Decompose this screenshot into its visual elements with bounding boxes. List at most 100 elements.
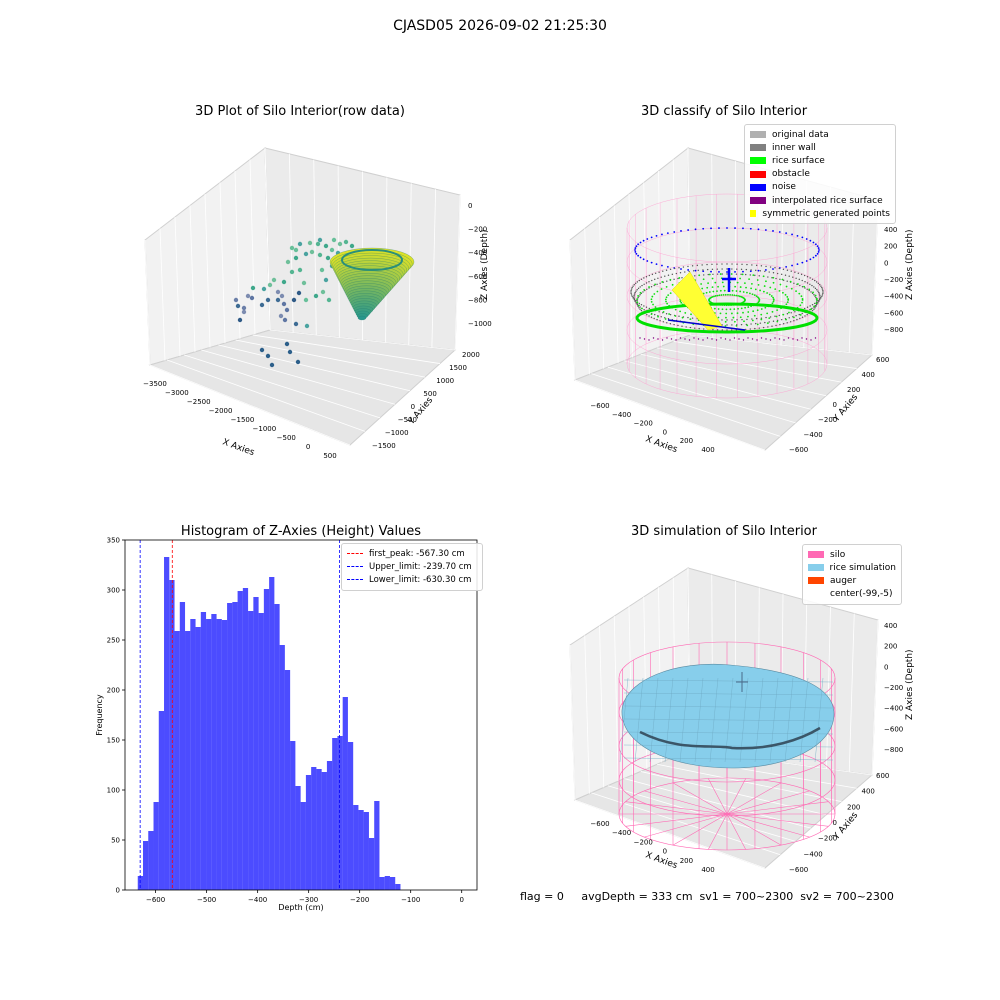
surface-mesh-line: [623, 718, 834, 722]
rice-point: [664, 298, 667, 301]
raw-point: [289, 245, 295, 251]
rice-surface-band: [635, 302, 819, 334]
rice-point: [792, 316, 795, 319]
rice-point: [731, 294, 734, 296]
wall-point: [745, 268, 748, 271]
rice-point: [799, 304, 802, 307]
wall-point: [797, 272, 800, 274]
histogram-bar: [305, 775, 312, 890]
wall-point: [634, 300, 636, 303]
noise-point: [646, 260, 649, 262]
rice-point: [689, 318, 692, 321]
wall-point: [653, 284, 655, 287]
noise-point: [666, 265, 669, 268]
wall-point: [643, 309, 645, 311]
histogram-ytick-5: 250: [107, 637, 120, 645]
rice-point: [679, 310, 682, 313]
legend-label: rice surface: [772, 155, 825, 166]
panel4-xtick-1: −400: [612, 829, 631, 837]
rice-point: [753, 314, 756, 317]
histogram-ytick-3: 150: [107, 737, 120, 745]
wall-point: [638, 302, 640, 305]
rice-point: [643, 288, 646, 291]
raw-point: [278, 313, 284, 319]
panel2-xlabel: X Axies: [644, 434, 679, 455]
interpolated-point: [756, 339, 758, 341]
wall-point: [788, 317, 790, 319]
noise-point: [817, 247, 820, 249]
rice-point: [714, 281, 717, 284]
surface-mesh-line: [649, 677, 659, 763]
interpolated-point: [711, 338, 713, 340]
wall-point: [808, 289, 810, 292]
panel1-ytick-2: −500: [398, 416, 417, 424]
raw-point: [265, 353, 271, 359]
wall-point: [784, 274, 787, 276]
wall-point: [696, 264, 699, 267]
wall-point: [801, 286, 804, 288]
surface-mesh-line: [623, 705, 834, 709]
legend-item: interpolated rice surface: [750, 194, 890, 207]
rice-point: [747, 311, 750, 313]
wall-point: [726, 324, 728, 326]
noise-point: [814, 243, 817, 246]
panel4-z-ticks: 400 200 0 −200 −400 −600 −800: [884, 622, 903, 754]
rice-point: [711, 286, 714, 289]
wall-point: [799, 284, 801, 287]
panel4-ztick-6: −800: [884, 746, 903, 754]
rice-point: [758, 298, 761, 301]
wall-point: [650, 286, 653, 288]
panel2-ytick-3: 0: [833, 401, 837, 409]
wall-point: [634, 282, 637, 285]
panel1-xtick-3: −2000: [209, 407, 233, 415]
panel4-ytick-1: −400: [804, 850, 823, 858]
wall-point: [746, 263, 748, 266]
wall-point: [702, 269, 704, 271]
panel2-ytick-2: −200: [818, 416, 837, 424]
rice-point: [730, 273, 733, 275]
silo-floor-spoke: [726, 813, 829, 827]
wall-point: [814, 287, 817, 290]
silo-floor-spoke: [726, 790, 810, 815]
noise-point: [817, 251, 820, 253]
histogram-bar: [368, 838, 375, 890]
raw-point: [295, 359, 301, 365]
noise-point: [734, 271, 736, 273]
wall-point: [789, 321, 792, 323]
histogram-xtick-5: −100: [401, 896, 420, 904]
histogram-bar: [185, 631, 191, 890]
wall-point: [759, 270, 762, 272]
silo-floor-spoke: [726, 801, 829, 815]
rice-point: [668, 313, 670, 315]
wall-point: [811, 278, 814, 280]
raw-point: [282, 317, 288, 323]
interpolated-point: [715, 339, 718, 341]
wall-point: [764, 321, 766, 324]
rice-point: [648, 286, 650, 288]
wall-point: [821, 295, 823, 298]
legend-item: noise: [750, 181, 890, 194]
wall-point: [780, 273, 783, 276]
wall-point: [716, 273, 719, 275]
wall-point: [666, 280, 668, 282]
histogram-bar: [326, 761, 333, 890]
wall-point: [817, 290, 819, 292]
panel4-ztick-5: −600: [884, 725, 903, 733]
legend-label: first_peak: -567.30 cm: [369, 548, 465, 559]
rice-point: [768, 317, 771, 320]
silo-floor-spoke: [707, 778, 728, 815]
raw-point: [301, 280, 307, 286]
surface-mesh-line: [623, 757, 834, 761]
histogram-bar: [179, 602, 186, 890]
wall-point: [678, 267, 680, 269]
interpolated-point: [688, 339, 691, 341]
rice-point: [641, 307, 643, 310]
wall-point: [639, 306, 641, 308]
rice-point: [771, 302, 774, 305]
rice-point: [801, 301, 803, 304]
noise-point: [687, 269, 690, 271]
rice-point: [746, 324, 749, 327]
rice-point: [779, 283, 782, 286]
wall-point: [811, 309, 814, 312]
interpolated-point: [760, 337, 763, 339]
